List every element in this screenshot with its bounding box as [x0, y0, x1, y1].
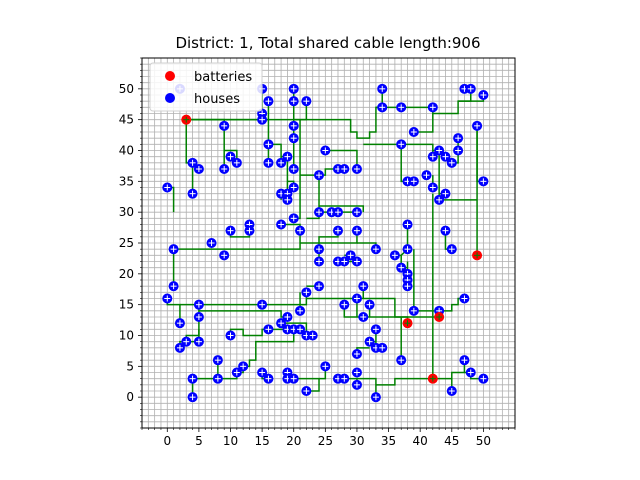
x-tick-label: 0 — [163, 434, 171, 448]
axis-ticks — [138, 57, 516, 432]
legend: batteries houses — [149, 62, 263, 112]
cable-line — [325, 149, 358, 169]
x-tick-label: 5 — [195, 434, 203, 448]
legend-box — [149, 62, 263, 112]
x-tick-label: 45 — [444, 434, 459, 448]
y-tick-label: 0 — [126, 390, 134, 404]
y-tick-label: 30 — [119, 205, 134, 219]
cable-line — [229, 328, 269, 337]
y-tick-label: 20 — [119, 267, 134, 281]
y-tick-label: 45 — [119, 113, 134, 127]
cable-line — [255, 329, 295, 348]
x-tick-label: 35 — [381, 434, 396, 448]
cable-line — [186, 118, 225, 169]
x-tick-label: 25 — [318, 434, 333, 448]
cable-line — [413, 113, 434, 133]
houses-series — [162, 83, 489, 403]
x-tick-label: 15 — [254, 434, 269, 448]
y-tick-label: 5 — [126, 359, 134, 373]
x-tick-label: 10 — [223, 434, 238, 448]
x-tick-label: 30 — [349, 434, 364, 448]
batteries-series — [181, 114, 483, 384]
chart-title: District: 1, Total shared cable length:9… — [175, 34, 480, 52]
legend-label-houses: houses — [194, 92, 240, 107]
cable-line — [319, 205, 365, 213]
y-tick-label: 10 — [119, 329, 134, 343]
y-tick-label: 15 — [119, 298, 134, 312]
cable-line — [293, 377, 320, 392]
legend-label-batteries: batteries — [194, 70, 252, 85]
cable-line — [191, 360, 219, 398]
y-tick-label: 25 — [119, 236, 134, 250]
cable-line — [356, 377, 377, 398]
x-tick-label: 50 — [476, 434, 491, 448]
legend-marker-batteries — [165, 71, 175, 81]
y-tick-label: 35 — [119, 174, 134, 188]
x-tick-label: 20 — [286, 434, 301, 448]
y-tick-label: 40 — [119, 144, 134, 158]
y-tick-label: 50 — [119, 82, 134, 96]
cable-line — [375, 377, 433, 386]
cable-line — [432, 360, 466, 380]
cable-line — [173, 230, 301, 250]
x-tick-label: 40 — [413, 434, 428, 448]
legend-marker-houses — [165, 93, 175, 103]
